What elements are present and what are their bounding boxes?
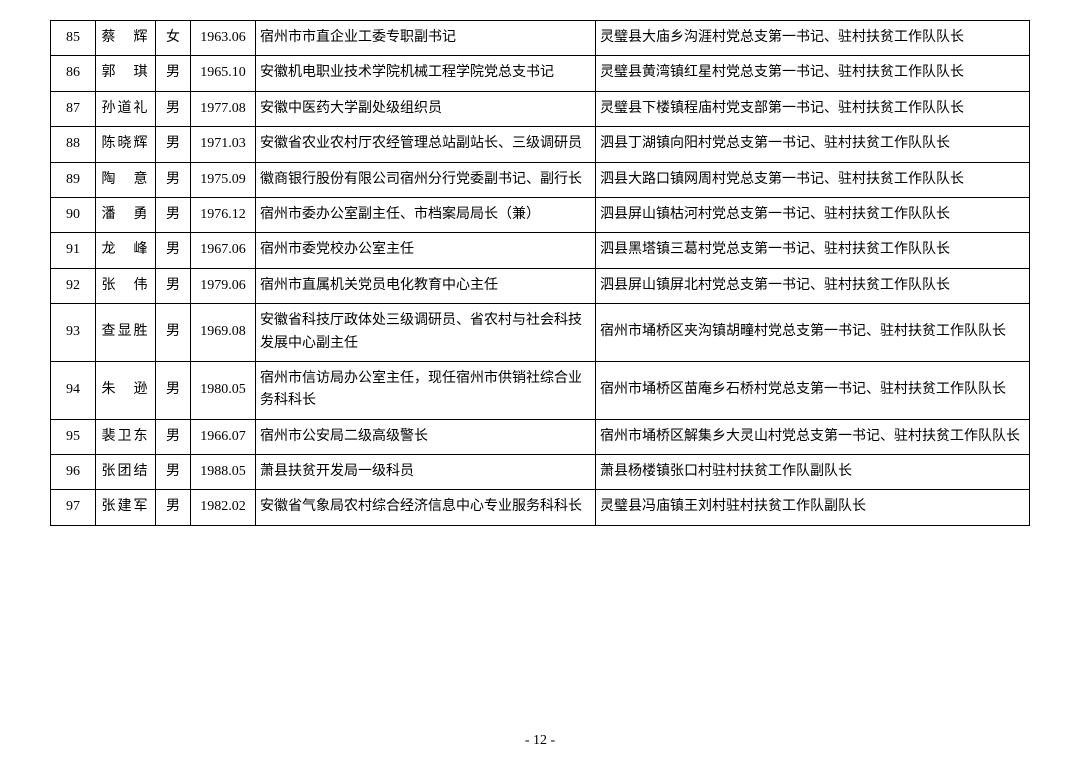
- table-row: 90潘 勇男1976.12宿州市委办公室副主任、市档案局局长（兼）泗县屏山镇枯河…: [51, 197, 1030, 232]
- personnel-table: 85蔡 辉女1963.06宿州市市直企业工委专职副书记灵璧县大庙乡沟涯村党总支第…: [50, 20, 1030, 526]
- cell-position1: 安徽省气象局农村综合经济信息中心专业服务科科长: [256, 490, 596, 525]
- cell-date: 1967.06: [191, 233, 256, 268]
- cell-gender: 男: [156, 56, 191, 91]
- cell-name: 裴卫东: [96, 419, 156, 454]
- cell-gender: 男: [156, 419, 191, 454]
- cell-position1: 萧县扶贫开发局一级科员: [256, 455, 596, 490]
- cell-position2: 泗县屏山镇枯河村党总支第一书记、驻村扶贫工作队队长: [596, 197, 1030, 232]
- cell-number: 87: [51, 91, 96, 126]
- cell-position1: 宿州市公安局二级高级警长: [256, 419, 596, 454]
- cell-gender: 男: [156, 197, 191, 232]
- table-row: 95裴卫东男1966.07宿州市公安局二级高级警长宿州市埇桥区解集乡大灵山村党总…: [51, 419, 1030, 454]
- cell-number: 97: [51, 490, 96, 525]
- cell-number: 88: [51, 127, 96, 162]
- cell-gender: 男: [156, 162, 191, 197]
- cell-gender: 男: [156, 304, 191, 362]
- cell-position2: 泗县大路口镇网周村党总支第一书记、驻村扶贫工作队队长: [596, 162, 1030, 197]
- cell-number: 96: [51, 455, 96, 490]
- cell-date: 1976.12: [191, 197, 256, 232]
- cell-position1: 宿州市委党校办公室主任: [256, 233, 596, 268]
- cell-position1: 安徽机电职业技术学院机械工程学院党总支书记: [256, 56, 596, 91]
- cell-gender: 男: [156, 455, 191, 490]
- table-row: 87孙道礼男1977.08安徽中医药大学副处级组织员灵璧县下楼镇程庙村党支部第一…: [51, 91, 1030, 126]
- cell-number: 93: [51, 304, 96, 362]
- cell-position2: 灵璧县大庙乡沟涯村党总支第一书记、驻村扶贫工作队队长: [596, 21, 1030, 56]
- cell-name: 蔡 辉: [96, 21, 156, 56]
- cell-position2: 宿州市埇桥区苗庵乡石桥村党总支第一书记、驻村扶贫工作队队长: [596, 361, 1030, 419]
- cell-gender: 男: [156, 361, 191, 419]
- cell-date: 1965.10: [191, 56, 256, 91]
- cell-position1: 宿州市信访局办公室主任，现任宿州市供销社综合业务科科长: [256, 361, 596, 419]
- cell-name: 陈晓辉: [96, 127, 156, 162]
- cell-number: 86: [51, 56, 96, 91]
- cell-name: 陶 意: [96, 162, 156, 197]
- cell-number: 85: [51, 21, 96, 56]
- cell-date: 1963.06: [191, 21, 256, 56]
- cell-position2: 泗县黑塔镇三葛村党总支第一书记、驻村扶贫工作队队长: [596, 233, 1030, 268]
- cell-name: 张团结: [96, 455, 156, 490]
- table-row: 86郭 琪男1965.10安徽机电职业技术学院机械工程学院党总支书记灵璧县黄湾镇…: [51, 56, 1030, 91]
- cell-position2: 灵璧县黄湾镇红星村党总支第一书记、驻村扶贫工作队队长: [596, 56, 1030, 91]
- cell-number: 95: [51, 419, 96, 454]
- table-row: 92张 伟男1979.06宿州市直属机关党员电化教育中心主任泗县屏山镇屏北村党总…: [51, 268, 1030, 303]
- cell-number: 91: [51, 233, 96, 268]
- cell-position1: 安徽中医药大学副处级组织员: [256, 91, 596, 126]
- cell-position2: 灵璧县下楼镇程庙村党支部第一书记、驻村扶贫工作队队长: [596, 91, 1030, 126]
- cell-position1: 徽商银行股份有限公司宿州分行党委副书记、副行长: [256, 162, 596, 197]
- cell-date: 1977.08: [191, 91, 256, 126]
- table-row: 89陶 意男1975.09徽商银行股份有限公司宿州分行党委副书记、副行长泗县大路…: [51, 162, 1030, 197]
- table-row: 93查显胜男1969.08安徽省科技厅政体处三级调研员、省农村与社会科技发展中心…: [51, 304, 1030, 362]
- cell-date: 1969.08: [191, 304, 256, 362]
- table-row: 91龙 峰男1967.06宿州市委党校办公室主任泗县黑塔镇三葛村党总支第一书记、…: [51, 233, 1030, 268]
- cell-name: 张建军: [96, 490, 156, 525]
- cell-position1: 宿州市市直企业工委专职副书记: [256, 21, 596, 56]
- table-row: 97张建军男1982.02安徽省气象局农村综合经济信息中心专业服务科科长灵璧县冯…: [51, 490, 1030, 525]
- table-row: 88陈晓辉男1971.03安徽省农业农村厅农经管理总站副站长、三级调研员泗县丁湖…: [51, 127, 1030, 162]
- cell-number: 90: [51, 197, 96, 232]
- cell-name: 孙道礼: [96, 91, 156, 126]
- cell-position2: 萧县杨楼镇张口村驻村扶贫工作队副队长: [596, 455, 1030, 490]
- cell-name: 朱 逊: [96, 361, 156, 419]
- cell-gender: 男: [156, 268, 191, 303]
- table-row: 96张团结男1988.05萧县扶贫开发局一级科员萧县杨楼镇张口村驻村扶贫工作队副…: [51, 455, 1030, 490]
- cell-position2: 灵璧县冯庙镇王刘村驻村扶贫工作队副队长: [596, 490, 1030, 525]
- table-row: 94朱 逊男1980.05宿州市信访局办公室主任，现任宿州市供销社综合业务科科长…: [51, 361, 1030, 419]
- table-body: 85蔡 辉女1963.06宿州市市直企业工委专职副书记灵璧县大庙乡沟涯村党总支第…: [51, 21, 1030, 526]
- cell-gender: 男: [156, 127, 191, 162]
- cell-date: 1980.05: [191, 361, 256, 419]
- cell-date: 1979.06: [191, 268, 256, 303]
- cell-position2: 宿州市埇桥区解集乡大灵山村党总支第一书记、驻村扶贫工作队队长: [596, 419, 1030, 454]
- cell-number: 89: [51, 162, 96, 197]
- cell-gender: 男: [156, 233, 191, 268]
- cell-name: 郭 琪: [96, 56, 156, 91]
- cell-name: 张 伟: [96, 268, 156, 303]
- cell-date: 1971.03: [191, 127, 256, 162]
- cell-position2: 泗县丁湖镇向阳村党总支第一书记、驻村扶贫工作队队长: [596, 127, 1030, 162]
- cell-position2: 宿州市埇桥区夹沟镇胡疃村党总支第一书记、驻村扶贫工作队队长: [596, 304, 1030, 362]
- cell-date: 1982.02: [191, 490, 256, 525]
- cell-date: 1975.09: [191, 162, 256, 197]
- cell-gender: 男: [156, 91, 191, 126]
- cell-position1: 宿州市委办公室副主任、市档案局局长（兼）: [256, 197, 596, 232]
- cell-name: 查显胜: [96, 304, 156, 362]
- cell-gender: 女: [156, 21, 191, 56]
- cell-name: 龙 峰: [96, 233, 156, 268]
- table-row: 85蔡 辉女1963.06宿州市市直企业工委专职副书记灵璧县大庙乡沟涯村党总支第…: [51, 21, 1030, 56]
- cell-number: 92: [51, 268, 96, 303]
- cell-date: 1966.07: [191, 419, 256, 454]
- page-number: - 12 -: [0, 733, 1080, 749]
- cell-position1: 宿州市直属机关党员电化教育中心主任: [256, 268, 596, 303]
- cell-position2: 泗县屏山镇屏北村党总支第一书记、驻村扶贫工作队队长: [596, 268, 1030, 303]
- cell-number: 94: [51, 361, 96, 419]
- cell-gender: 男: [156, 490, 191, 525]
- cell-date: 1988.05: [191, 455, 256, 490]
- cell-position1: 安徽省农业农村厅农经管理总站副站长、三级调研员: [256, 127, 596, 162]
- cell-name: 潘 勇: [96, 197, 156, 232]
- cell-position1: 安徽省科技厅政体处三级调研员、省农村与社会科技发展中心副主任: [256, 304, 596, 362]
